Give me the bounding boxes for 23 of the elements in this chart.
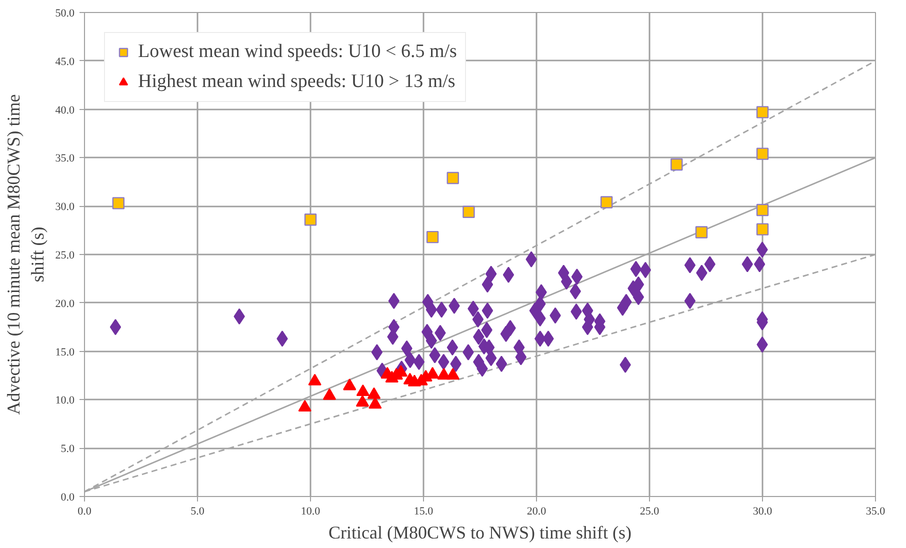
x-tick-label: 10.0 xyxy=(300,506,321,518)
legend-label: Lowest mean wind speeds: U10 < 6.5 m/s xyxy=(138,41,457,63)
y-tick-label: 0.0 xyxy=(60,492,75,504)
y-tick-label: 25.0 xyxy=(55,250,75,262)
y-tick-label: 50.0 xyxy=(55,8,75,20)
y-tick-label: 20.0 xyxy=(55,298,75,310)
x-axis-title: Critical (M80CWS to NWS) time shift (s) xyxy=(328,522,632,542)
x-tick-label: 25.0 xyxy=(640,506,660,518)
x-tick-label: 0.0 xyxy=(78,506,92,518)
y-tick-label: 40.0 xyxy=(55,104,75,116)
y-tick-label: 45.0 xyxy=(55,56,75,68)
y-tick-label: 35.0 xyxy=(55,152,75,165)
x-tick-label: 35.0 xyxy=(866,506,886,518)
y-tick-label: 15.0 xyxy=(55,346,75,358)
y-tick-label: 10.0 xyxy=(55,394,75,407)
legend-label: Highest mean wind speeds: U10 > 13 m/s xyxy=(138,71,456,93)
y-tick-label: 30.0 xyxy=(55,201,75,214)
x-tick-label: 15.0 xyxy=(414,506,434,518)
x-tick-label: 5.0 xyxy=(190,506,205,518)
y-tick-label: 5.0 xyxy=(60,443,75,456)
y-axis-title: Advective (10 minute mean M80CWS) time shift (s) xyxy=(3,94,48,415)
x-tick-label: 20.0 xyxy=(526,506,547,518)
x-tick-label: 30.0 xyxy=(752,506,773,518)
